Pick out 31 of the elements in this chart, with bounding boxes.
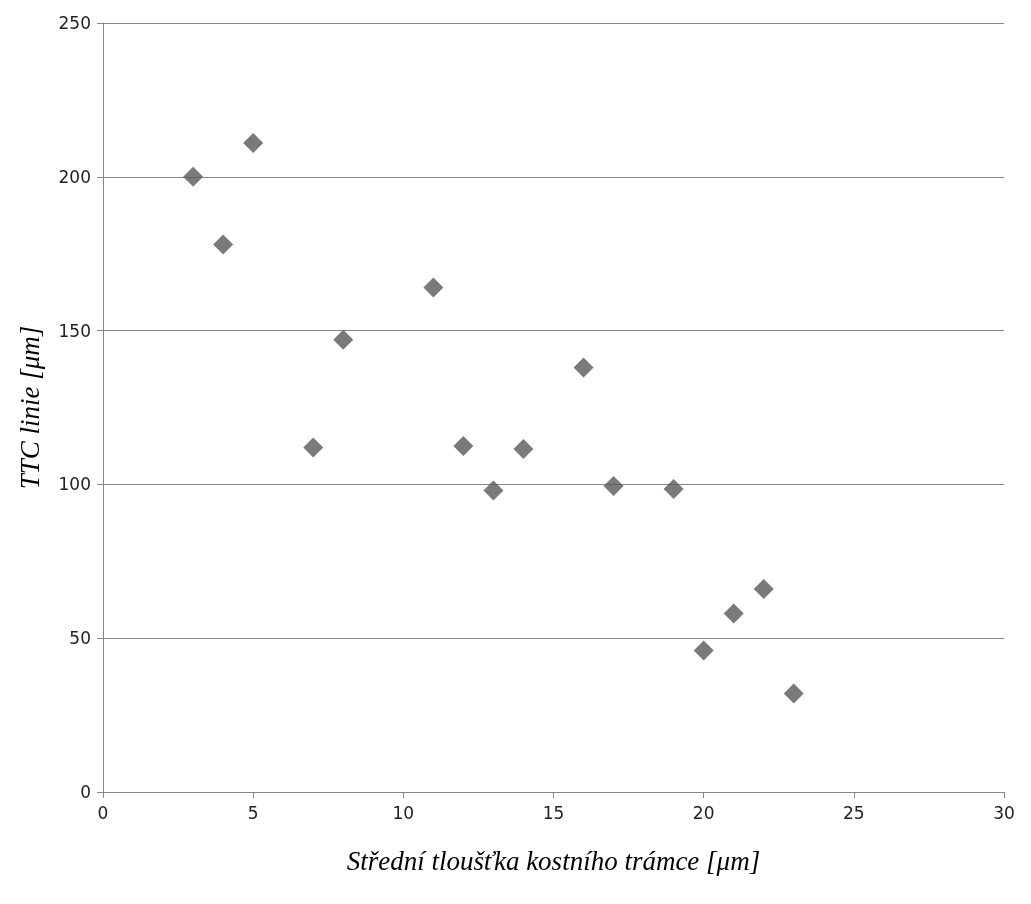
x-tick-label: 20 <box>692 802 715 823</box>
point <box>753 578 774 599</box>
y-axis-title: TTC linie [μm] <box>14 325 45 490</box>
point <box>243 132 264 153</box>
point <box>723 603 744 624</box>
x-tick-label: 5 <box>247 802 259 823</box>
point <box>333 329 354 350</box>
y-tick-label: 100 <box>58 474 91 495</box>
y-tick-label: 50 <box>69 628 91 649</box>
point <box>783 683 804 704</box>
x-tick-label: 0 <box>97 802 109 823</box>
point <box>183 166 204 187</box>
y-tick-label: 250 <box>58 13 91 33</box>
point <box>663 479 684 500</box>
point <box>603 475 624 496</box>
point <box>423 277 444 298</box>
point <box>453 435 474 456</box>
x-axis-title: Střední tloušťka kostního trámce [μm] <box>346 845 761 876</box>
x-tick-label: 25 <box>843 802 865 823</box>
x-tick-label: 10 <box>392 802 415 823</box>
x-tick-label: 15 <box>542 802 565 823</box>
point <box>303 437 324 458</box>
y-tick-label: 0 <box>80 782 91 802</box>
point <box>213 234 234 255</box>
y-tick-label: 150 <box>58 320 91 341</box>
y-tick-label: 200 <box>58 166 91 187</box>
x-tick-label: 30 <box>993 802 1015 823</box>
point <box>573 357 594 378</box>
point <box>693 640 714 661</box>
point <box>513 439 534 460</box>
point <box>483 480 504 501</box>
